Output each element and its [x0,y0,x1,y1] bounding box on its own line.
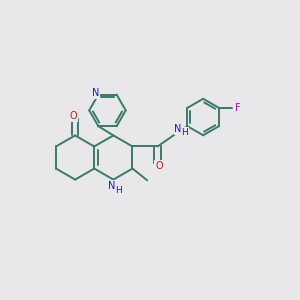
Text: O: O [70,111,77,121]
Text: H: H [182,128,188,137]
Text: N: N [108,181,116,191]
Text: N: N [92,88,100,98]
Text: H: H [115,186,122,195]
Text: N: N [174,124,182,134]
Text: F: F [235,103,241,113]
Text: O: O [155,161,163,171]
